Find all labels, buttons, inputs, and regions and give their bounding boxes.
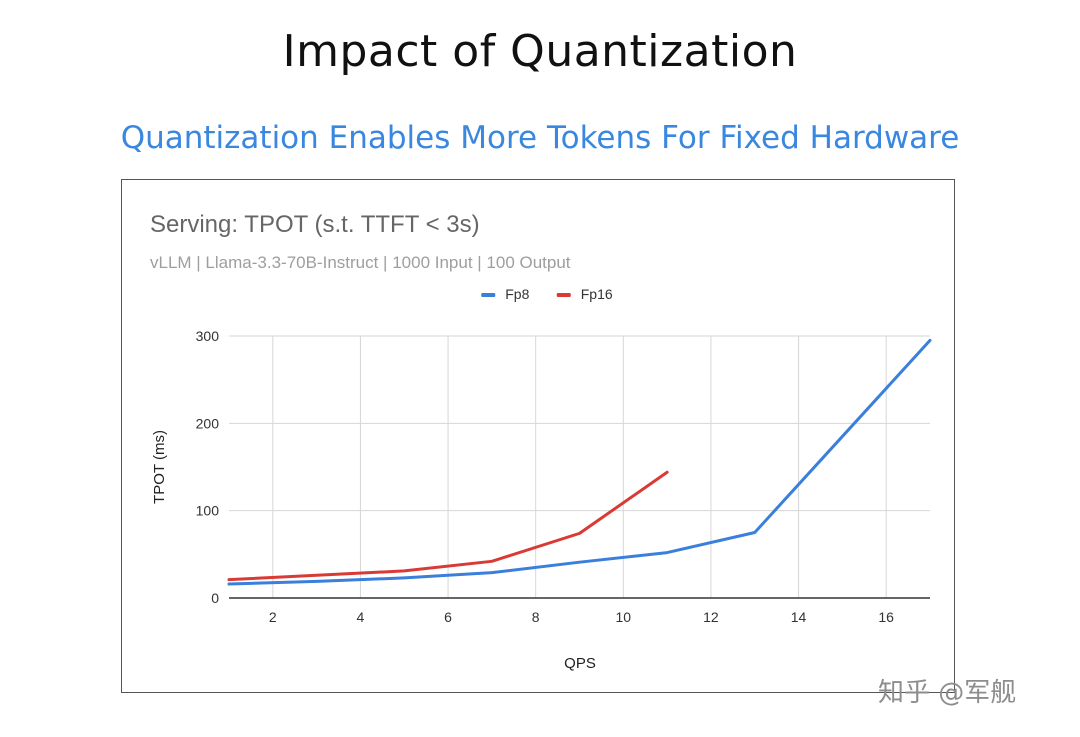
axes: 2 4 6 8 10 12 14 16 0 100 200 300 [196,328,930,625]
x-tick-label: 10 [616,609,632,625]
y-axis-label: TPOT (ms) [151,430,168,504]
legend-label-fp16: Fp16 [581,286,613,302]
chart-svg: Serving: TPOT (s.t. TTFT < 3s) vLLM | Ll… [150,211,932,672]
page-subtitle: Quantization Enables More Tokens For Fix… [120,120,960,156]
x-tick-label: 12 [703,609,719,625]
y-tick-label: 200 [196,415,220,431]
x-axis-label: QPS [564,655,596,672]
y-tick-label: 0 [211,590,219,606]
legend-label-fp8: Fp8 [505,286,529,302]
y-tick-label: 300 [196,328,220,344]
legend-item-fp16: Fp16 [556,286,613,302]
x-tick-label: 4 [357,609,365,625]
chart-title: Serving: TPOT (s.t. TTFT < 3s) [150,211,480,238]
chart-subtitle: vLLM | Llama-3.3-70B-Instruct | 1000 Inp… [150,253,571,272]
watermark: 知乎 @军舰 [878,678,1017,708]
grid [229,335,930,598]
series-line-fp8 [227,338,932,586]
series-line-fp16 [227,470,669,582]
legend-swatch-fp8 [481,293,496,297]
legend-swatch-fp16 [556,293,571,297]
x-tick-label: 8 [532,609,540,625]
series-group [227,338,932,586]
chart-frame: Serving: TPOT (s.t. TTFT < 3s) vLLM | Ll… [121,179,955,693]
legend-item-fp8: Fp8 [481,286,530,302]
y-tick-label: 100 [196,503,220,519]
legend: Fp8 Fp16 [481,286,613,302]
x-tick-label: 14 [791,609,807,625]
x-tick-label: 6 [444,609,452,625]
page-title: Impact of Quantization [282,26,798,77]
x-tick-label: 16 [878,609,894,625]
x-tick-label: 2 [269,609,277,625]
